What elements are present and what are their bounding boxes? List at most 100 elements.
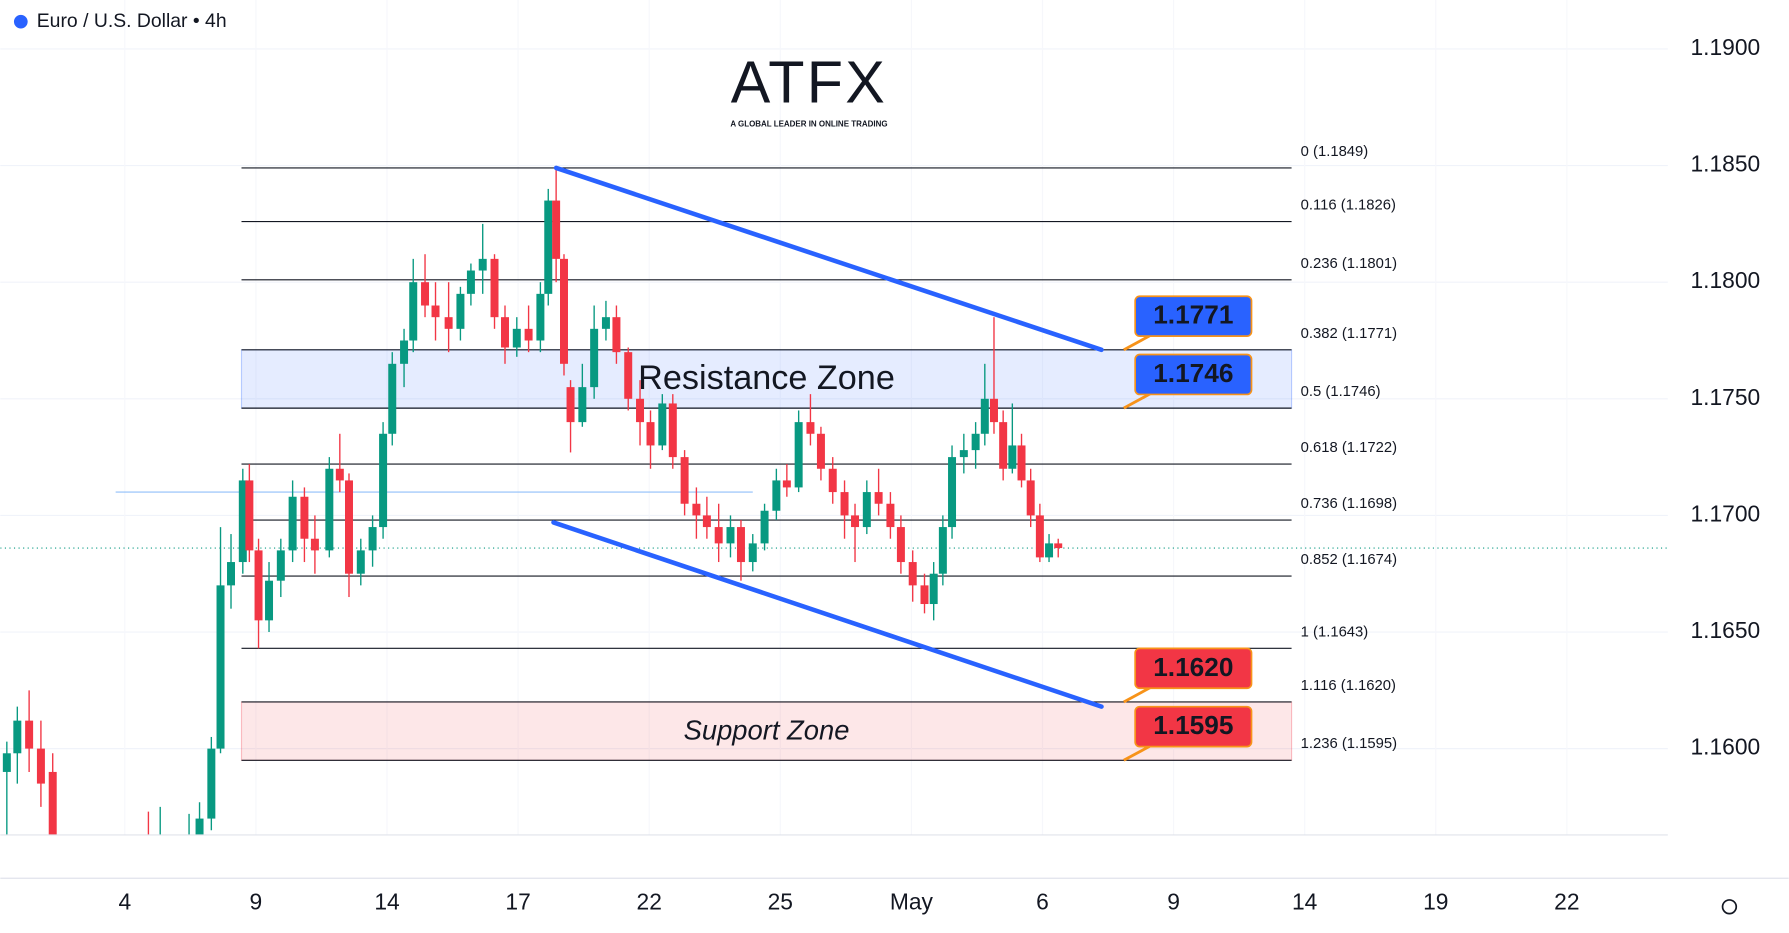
price-tag-label: 1.1746: [1153, 358, 1233, 388]
fib-label: 0.618 (1.1722): [1301, 440, 1397, 456]
candle-body: [794, 422, 803, 488]
x-tick-label: 6: [1036, 888, 1049, 914]
x-tick-label: 9: [1167, 888, 1180, 914]
candle-body: [552, 200, 561, 259]
candle-body: [195, 818, 204, 835]
candle-body: [388, 363, 397, 434]
candle-body: [490, 258, 499, 318]
candle-body: [512, 328, 521, 348]
candle-body: [25, 720, 34, 749]
x-tick-label: 14: [374, 888, 400, 914]
candle-body: [356, 550, 365, 574]
y-tick-label: 1.1900: [1690, 34, 1760, 60]
candle-body: [345, 480, 353, 574]
y-tick-label: 1.1700: [1690, 500, 1760, 526]
candle-body: [612, 317, 621, 353]
candle-body: [1045, 543, 1054, 558]
y-tick-label: 1.1800: [1690, 267, 1760, 293]
candle-body: [265, 580, 274, 621]
price-tag: [1134, 353, 1253, 396]
candle-body: [325, 468, 334, 551]
candle-body: [238, 480, 247, 563]
candle-body: [254, 550, 263, 621]
candle-body: [714, 527, 723, 544]
settings-icon[interactable]: [1721, 899, 1738, 915]
candle-body: [501, 317, 509, 348]
candle-body: [544, 200, 553, 294]
candle-body: [999, 422, 1008, 469]
candle-body: [216, 585, 225, 749]
candle-body: [444, 317, 453, 329]
candle-body: [431, 305, 440, 318]
candle-body: [658, 403, 667, 446]
candle-body: [948, 457, 957, 528]
tag-pointer: [1123, 333, 1152, 352]
logo-name: ATFX: [731, 48, 887, 115]
candle-body: [702, 515, 711, 528]
candle-body: [840, 492, 849, 516]
candle-body: [680, 457, 689, 504]
candle-body: [1008, 445, 1017, 469]
candle-body: [207, 748, 216, 819]
candle-body: [692, 503, 701, 516]
candle-body: [726, 527, 735, 544]
x-tick-label: 17: [505, 888, 530, 914]
x-tick-label: 22: [1554, 888, 1579, 914]
x-tick-label: 19: [1423, 888, 1448, 914]
candle-body: [1017, 445, 1026, 481]
candle-body: [862, 492, 871, 528]
tag-pointer: [1123, 685, 1152, 704]
candle-body: [971, 433, 980, 451]
candle-body: [421, 282, 430, 306]
candle-body: [559, 258, 568, 364]
y-tick-label: 1.1650: [1690, 617, 1760, 643]
candle-body: [782, 480, 791, 488]
candle-body: [748, 543, 757, 563]
candle-body: [227, 562, 236, 586]
x-tick-label: 14: [1292, 888, 1318, 914]
candle-body: [636, 398, 645, 423]
candle-body: [276, 550, 285, 581]
candle-body: [980, 398, 989, 434]
candle-body: [908, 562, 917, 586]
candle-body: [959, 450, 968, 458]
candle-body: [245, 480, 254, 551]
candle-body: [2, 753, 11, 772]
fib-label: 1.236 (1.1595): [1301, 736, 1397, 752]
candle-body: [310, 538, 319, 551]
candle-body: [886, 503, 895, 528]
candle-body: [938, 527, 947, 574]
x-tick-label: May: [890, 888, 934, 914]
y-tick-label: 1.1600: [1690, 734, 1760, 760]
zone-label: Resistance Zone: [638, 359, 895, 397]
fib-label: 0.116 (1.1826): [1301, 198, 1396, 214]
candle-body: [874, 492, 883, 504]
fib-label: 0.5 (1.1746): [1301, 384, 1381, 400]
candle-body: [929, 573, 938, 605]
fib-label: 1 (1.1643): [1301, 624, 1369, 640]
fib-label: 0 (1.1849): [1301, 144, 1369, 160]
candle-body: [478, 258, 487, 271]
candle-body: [13, 720, 22, 754]
fib-label: 1.116 (1.1620): [1301, 678, 1396, 694]
candle-body: [48, 771, 57, 835]
candle-body: [828, 468, 837, 493]
logo-tagline: A GLOBAL LEADER IN ONLINE TRADING: [730, 119, 887, 128]
candle-body: [590, 328, 599, 388]
candle-body: [578, 387, 587, 423]
candle-body: [851, 515, 860, 528]
tag-pointer: [1123, 744, 1152, 762]
fib-label: 0.736 (1.1698): [1301, 496, 1397, 512]
candle-body: [896, 527, 905, 563]
candle-body: [566, 387, 575, 423]
candle-body: [524, 328, 533, 341]
price-tag: [1134, 647, 1253, 690]
tag-pointer: [1123, 392, 1152, 410]
grid: [0, 48, 1668, 750]
symbol-icon: [13, 14, 28, 29]
candle-body: [1035, 515, 1044, 558]
candle-body: [806, 422, 815, 434]
candle-body: [466, 270, 475, 294]
candle-body: [536, 293, 545, 341]
